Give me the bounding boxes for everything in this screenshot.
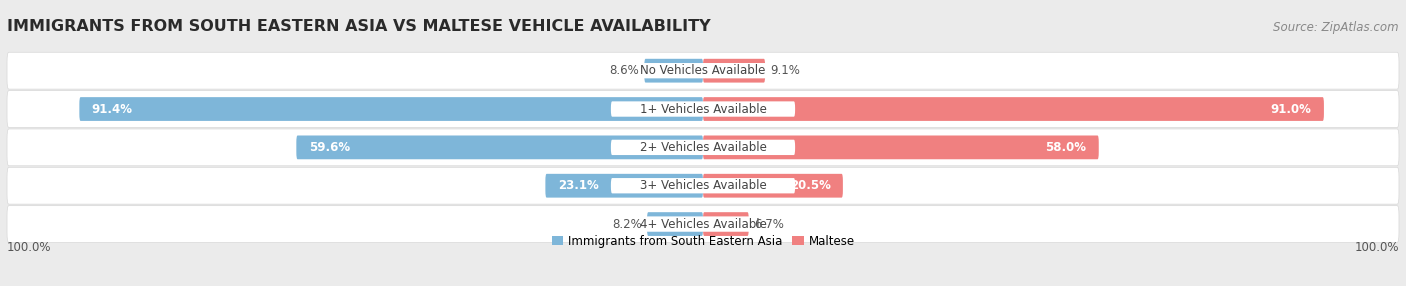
Text: 8.6%: 8.6% [609,64,638,77]
Legend: Immigrants from South Eastern Asia, Maltese: Immigrants from South Eastern Asia, Malt… [551,235,855,248]
Text: 100.0%: 100.0% [7,241,52,254]
Text: Source: ZipAtlas.com: Source: ZipAtlas.com [1274,21,1399,34]
FancyBboxPatch shape [7,167,1399,204]
FancyBboxPatch shape [703,136,1098,159]
Text: 8.2%: 8.2% [612,218,641,231]
Text: 91.0%: 91.0% [1271,103,1312,116]
FancyBboxPatch shape [7,52,1399,89]
Text: 1+ Vehicles Available: 1+ Vehicles Available [640,103,766,116]
Text: 4+ Vehicles Available: 4+ Vehicles Available [640,218,766,231]
Text: 59.6%: 59.6% [308,141,350,154]
FancyBboxPatch shape [297,136,703,159]
FancyBboxPatch shape [546,174,703,198]
FancyBboxPatch shape [7,129,1399,166]
FancyBboxPatch shape [644,59,703,83]
Text: 20.5%: 20.5% [790,179,831,192]
FancyBboxPatch shape [647,212,703,236]
Text: 6.7%: 6.7% [754,218,785,231]
Text: 100.0%: 100.0% [1354,241,1399,254]
Text: 23.1%: 23.1% [558,179,599,192]
Text: 58.0%: 58.0% [1046,141,1087,154]
FancyBboxPatch shape [610,178,796,193]
Text: 9.1%: 9.1% [770,64,800,77]
Text: No Vehicles Available: No Vehicles Available [640,64,766,77]
FancyBboxPatch shape [610,101,796,117]
FancyBboxPatch shape [7,206,1399,243]
Text: IMMIGRANTS FROM SOUTH EASTERN ASIA VS MALTESE VEHICLE AVAILABILITY: IMMIGRANTS FROM SOUTH EASTERN ASIA VS MA… [7,19,710,34]
FancyBboxPatch shape [610,140,796,155]
FancyBboxPatch shape [703,59,765,83]
Text: 3+ Vehicles Available: 3+ Vehicles Available [640,179,766,192]
FancyBboxPatch shape [79,97,703,121]
FancyBboxPatch shape [610,63,796,78]
FancyBboxPatch shape [703,174,842,198]
FancyBboxPatch shape [7,91,1399,128]
Text: 91.4%: 91.4% [91,103,132,116]
FancyBboxPatch shape [703,212,749,236]
Text: 2+ Vehicles Available: 2+ Vehicles Available [640,141,766,154]
FancyBboxPatch shape [610,217,796,232]
FancyBboxPatch shape [703,97,1324,121]
